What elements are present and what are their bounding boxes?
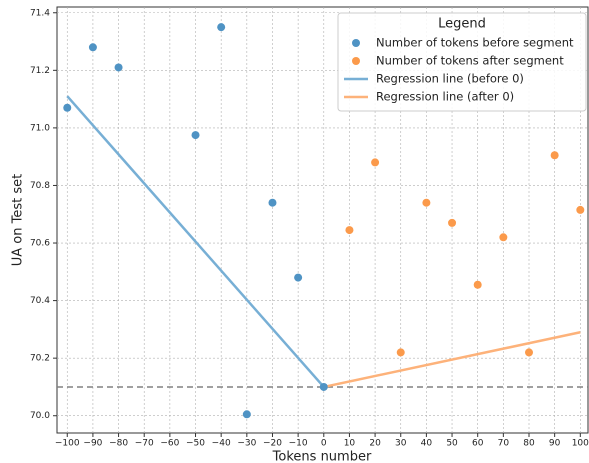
point: [294, 273, 303, 282]
point: [114, 63, 123, 72]
x-tick-label: −60: [160, 439, 179, 449]
x-tick-label: 0: [321, 439, 327, 449]
x-tick-label: 20: [369, 439, 381, 449]
legend-swatch: [352, 57, 360, 65]
legend-title: Legend: [438, 17, 486, 32]
point: [550, 151, 559, 160]
x-tick-label: 100: [572, 439, 589, 449]
point: [473, 280, 482, 289]
point: [422, 198, 431, 207]
y-tick-label: 71.4: [30, 8, 50, 18]
point: [396, 348, 405, 357]
y-tick-label: 70.4: [30, 296, 50, 306]
y-tick-label: 70.2: [30, 354, 50, 364]
point: [345, 226, 354, 235]
y-tick-label: 71.2: [30, 66, 50, 76]
y-axis-label: UA on Test set: [11, 174, 26, 266]
x-tick-label: 60: [472, 439, 484, 449]
point: [217, 23, 226, 32]
point: [63, 103, 72, 112]
point: [268, 198, 277, 207]
x-tick-label: −40: [212, 439, 231, 449]
x-tick-label: 70: [498, 439, 510, 449]
regression-line: [323, 331, 581, 389]
point: [525, 348, 533, 357]
plot-frame: [56, 6, 589, 434]
y-tick-label: 71.0: [30, 123, 50, 133]
legend-label: Number of tokens before segment: [376, 36, 574, 50]
legend-box: [337, 12, 587, 112]
point: [448, 218, 457, 227]
x-tick-label: 30: [395, 439, 407, 449]
x-tick-label: −50: [186, 439, 205, 449]
point: [499, 233, 508, 242]
x-tick-label: 40: [421, 439, 433, 449]
x-tick-label: −100: [55, 439, 80, 449]
point: [371, 158, 380, 167]
legend-label: Regression line (before 0): [376, 72, 524, 86]
x-tick-label: 90: [549, 439, 561, 449]
x-tick-label: −70: [135, 439, 154, 449]
point: [242, 410, 251, 419]
point: [576, 205, 585, 214]
x-axis-label: Tokens number: [272, 450, 372, 463]
x-tick-label: 50: [446, 439, 458, 449]
y-tick-label: 70.8: [30, 181, 50, 191]
x-tick-label: 10: [344, 439, 356, 449]
regression-line: [66, 95, 325, 388]
point: [191, 131, 200, 140]
x-tick-label: −80: [109, 439, 128, 449]
x-tick-label: 80: [523, 439, 535, 449]
x-tick-label: −20: [263, 439, 282, 449]
x-tick-label: −30: [237, 439, 256, 449]
y-tick-label: 70.6: [30, 239, 50, 249]
x-tick-label: −90: [83, 439, 102, 449]
point: [319, 382, 328, 391]
x-tick-label: −10: [289, 439, 308, 449]
legend-label: Regression line (after 0): [376, 90, 514, 104]
legend-swatch: [352, 39, 360, 47]
y-tick-label: 70.0: [30, 411, 50, 421]
legend-label: Number of tokens after segment: [376, 54, 564, 68]
point: [88, 43, 97, 52]
